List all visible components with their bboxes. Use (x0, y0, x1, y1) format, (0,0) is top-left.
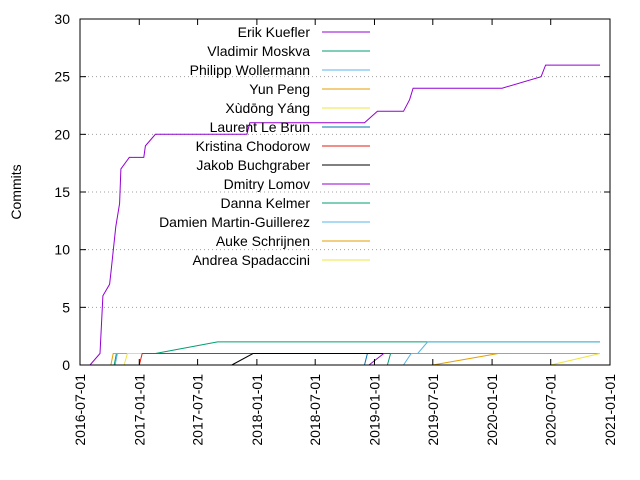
legend-label: Philipp Wollermann (190, 62, 310, 78)
y-tick-label: 30 (54, 11, 70, 27)
series-line (364, 353, 600, 366)
x-tick-label: 2020-07-01 (543, 374, 559, 446)
y-axis-ticks: 0 5 10 15 20 25 30 (54, 11, 610, 373)
series-line (123, 353, 600, 366)
x-tick-label: 2018-07-01 (307, 374, 323, 446)
series-line (138, 353, 600, 366)
grid-lines (80, 76, 610, 308)
x-tick-label: 2018-01-01 (249, 374, 265, 446)
legend-label: Jakob Buchgraber (196, 157, 310, 173)
legend-label: Vladimir Moskva (207, 43, 310, 59)
legend-label: Dmitry Lomov (224, 176, 310, 192)
series-line (110, 353, 600, 366)
x-tick-label: 2019-07-01 (425, 374, 441, 446)
legend-label: Yun Peng (249, 81, 310, 97)
legend-label: Kristina Chodorow (196, 138, 311, 154)
series-line (231, 353, 600, 366)
y-tick-label: 15 (54, 184, 70, 200)
x-tick-label: 2021-01-01 (602, 374, 618, 446)
y-tick-label: 25 (54, 69, 70, 85)
x-tick-label: 2020-01-01 (484, 374, 500, 446)
x-tick-label: 2016-07-01 (72, 374, 88, 446)
x-tick-label: 2019-01-01 (366, 374, 382, 446)
y-tick-label: 0 (62, 357, 70, 373)
legend: Erik Kuefler Vladimir Moskva Philipp Wolle… (159, 24, 370, 268)
y-tick-label: 5 (62, 299, 70, 315)
series-line (386, 353, 600, 366)
legend-label: Laurent Le Brun (210, 119, 310, 135)
legend-label: Xùdōng Yáng (225, 100, 310, 116)
series-line (432, 353, 600, 366)
series-line (550, 353, 601, 366)
legend-label: Danna Kelmer (221, 195, 311, 211)
legend-label: Auke Schrijnen (216, 233, 310, 249)
x-tick-label: 2017-01-01 (131, 374, 147, 446)
legend-label: Andrea Spadaccini (192, 252, 310, 268)
series-line (89, 64, 600, 366)
legend-label: Erik Kuefler (238, 24, 311, 40)
y-axis-label: Commits (8, 164, 24, 219)
x-tick-label: 2017-07-01 (190, 374, 206, 446)
series-lines (89, 64, 601, 366)
x-axis-ticks: 2016-07-01 2017-01-01 2017-07-01 2018-01-01… (72, 19, 618, 446)
y-tick-label: 20 (54, 126, 70, 142)
series-line (368, 353, 600, 366)
y-tick-label: 10 (54, 242, 70, 258)
legend-label: Damien Martin-Guillerez (159, 214, 310, 230)
